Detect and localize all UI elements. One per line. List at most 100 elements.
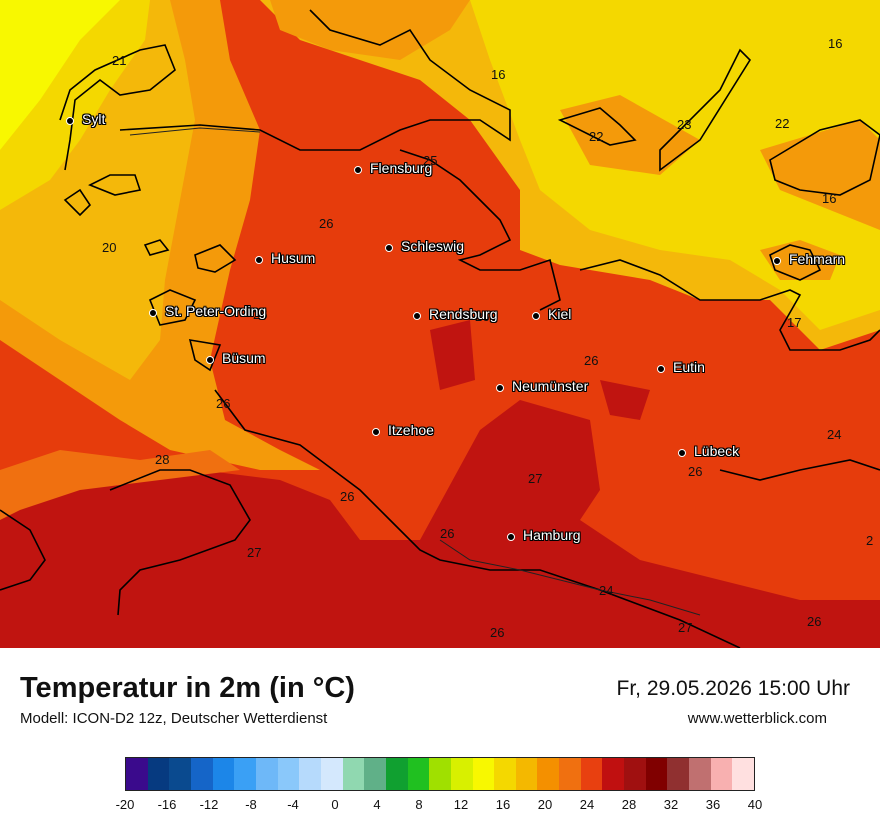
legend-swatch [255, 758, 278, 790]
legend-swatch [559, 758, 581, 790]
city-marker [678, 449, 686, 457]
city-marker [372, 428, 380, 436]
coastlines [0, 9, 880, 648]
forecast-datetime: Fr, 29.05.2026 15:00 Uhr [616, 677, 851, 700]
temperature-value-label: 26 [440, 526, 455, 541]
temperature-value-label: 26 [584, 353, 599, 368]
city-label: Büsum [222, 350, 266, 366]
temperature-value-label: 26 [688, 464, 703, 479]
city-marker [206, 356, 214, 364]
city-label: Rendsburg [429, 306, 498, 322]
temperature-value-label: 26 [340, 489, 355, 504]
city-marker [385, 244, 393, 252]
temp-zone-northwest [0, 0, 120, 150]
borders [129, 127, 701, 616]
city-marker [354, 166, 362, 174]
city-label: St. Peter-Ording [165, 303, 267, 319]
legend-tick-label: 40 [747, 797, 763, 812]
city-marker [66, 117, 74, 125]
temperature-value-label: 16 [822, 191, 837, 206]
website-link[interactable]: www.wetterblick.com [687, 710, 827, 727]
temperature-value-label: 16 [491, 67, 506, 82]
legend-swatch [537, 758, 560, 790]
city-label: Itzehoe [388, 422, 434, 438]
legend-tick-label: 0 [331, 797, 339, 812]
legend-tick-label: -8 [245, 797, 257, 812]
legend-tick-label: 20 [537, 797, 553, 812]
legend-tick-label: -20 [115, 797, 135, 812]
city-label: Hamburg [523, 527, 581, 543]
legend-swatch [515, 758, 538, 790]
legend-tick-label: 28 [621, 797, 637, 812]
city-label: Husum [271, 250, 316, 266]
legend-swatch [299, 758, 321, 790]
city-marker [413, 312, 421, 320]
legend-swatch [212, 758, 235, 790]
city-label: Eutin [673, 359, 705, 375]
model-subtitle: Modell: ICON-D2 12z, Deutscher Wetterdie… [20, 710, 328, 727]
temperature-value-label: 27 [247, 545, 262, 560]
map-title: Temperatur in 2m (in °C) [20, 672, 355, 704]
temperature-value-label: 26 [475, 309, 490, 324]
legend-swatch [277, 758, 300, 790]
color-legend: -20 -16 -12 -8 -4 0 4 8 12 16 20 24 28 32 36 40 [116, 757, 762, 812]
city-marker [532, 312, 540, 320]
legend-swatch [234, 758, 256, 790]
temperature-value-label: 25 [423, 153, 438, 168]
temperature-value-label: 27 [528, 471, 543, 486]
temperature-value-label: 22 [589, 129, 604, 144]
legend-swatch [689, 758, 711, 790]
legend-swatch [494, 758, 516, 790]
temperature-value-label: 26 [216, 396, 231, 411]
city-marker [149, 309, 157, 317]
temperature-value-label: 17 [787, 315, 802, 330]
temperature-value-label: 2 [866, 533, 874, 548]
city-marker [773, 257, 781, 265]
legend-swatch [364, 758, 386, 790]
temperature-value-label: 23 [677, 117, 692, 132]
legend-tick-label: 12 [453, 797, 469, 812]
city-label: Fehmarn [789, 251, 846, 267]
legend-tick-label: 4 [373, 797, 381, 812]
legend-tick-label: -12 [199, 797, 219, 812]
legend-swatch [667, 758, 690, 790]
city-label: Schleswig [401, 238, 465, 254]
legend-swatch [190, 758, 213, 790]
temperature-value-label: 26 [319, 216, 334, 231]
legend-swatch [342, 758, 365, 790]
city-marker [496, 384, 504, 392]
temperature-value-label: 24 [599, 583, 614, 598]
temperature-value-label: 27 [678, 620, 693, 635]
legend-swatch [645, 758, 668, 790]
legend-swatch [450, 758, 473, 790]
legend-tick-label: 32 [663, 797, 679, 812]
legend-swatch [320, 758, 343, 790]
temp-zone-hot-south [0, 400, 880, 648]
temperature-value-label: 20 [102, 240, 117, 255]
legend-tick-label: -16 [157, 797, 177, 812]
temperature-value-label: 22 [775, 116, 790, 131]
temp-zone-hot-patch-1 [430, 320, 475, 390]
legend-tick-label: 24 [579, 797, 595, 812]
legend-swatch [602, 758, 625, 790]
city-marker [255, 256, 263, 264]
city-label: Neumünster [512, 378, 589, 394]
legend-swatch [126, 758, 148, 790]
legend-swatch [407, 758, 430, 790]
legend-swatch [147, 758, 170, 790]
temperature-value-label: 26 [253, 307, 268, 322]
legend-swatch [732, 758, 755, 790]
city-label: Kiel [548, 306, 572, 322]
city-label: Lübeck [694, 443, 740, 459]
legend-tick-label: 36 [705, 797, 721, 812]
city-label: Flensburg [370, 160, 433, 176]
legend-colorbar [125, 757, 755, 791]
temperature-value-label: 21 [112, 53, 127, 68]
temp-zone-hot-patch-2 [600, 380, 650, 420]
legend-swatch [624, 758, 646, 790]
legend-swatch [429, 758, 451, 790]
legend-swatch [385, 758, 408, 790]
legend-swatch [169, 758, 191, 790]
legend-tick-label: 8 [415, 797, 423, 812]
legend-swatch [580, 758, 603, 790]
